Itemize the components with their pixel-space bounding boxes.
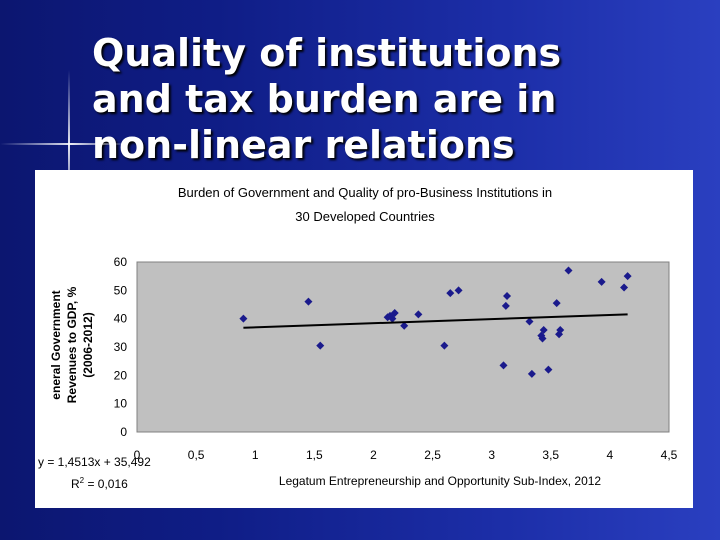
data-point [499, 361, 508, 370]
data-point [440, 341, 449, 350]
data-point [564, 266, 573, 275]
data-point [414, 310, 423, 319]
data-point [544, 365, 553, 374]
trendline [243, 313, 628, 329]
x-tick-label: 1 [252, 448, 259, 462]
x-tick-label: 4 [607, 448, 614, 462]
x-tick-label: 0,5 [188, 448, 205, 462]
r-squared-prefix: R [71, 477, 80, 491]
data-point [537, 331, 546, 340]
y-axis-label-line-2: Revenues to GDP, % [65, 286, 79, 403]
data-point [388, 314, 397, 323]
slide-title: Quality of institutions and tax burden a… [92, 30, 652, 168]
data-point [539, 326, 548, 334]
y-tick-label: 0 [120, 425, 127, 439]
star-sparkle-horizontal [0, 143, 130, 145]
slide-title-line-2: and tax burden are in [92, 77, 557, 121]
r-squared-value: = 0,016 [84, 477, 128, 491]
chart-title-line-1: Burden of Government and Quality of pro-… [178, 185, 552, 200]
data-point [597, 277, 606, 286]
slide-title-line-1: Quality of institutions [92, 31, 562, 75]
scatter-chart: Burden of Government and Quality of pro-… [38, 185, 678, 491]
data-point [390, 309, 399, 317]
trend-equation: y = 1,4513x + 35,492 [38, 455, 151, 469]
x-tick-label: 1,5 [306, 448, 323, 462]
y-tick-label: 10 [114, 397, 128, 411]
y-axis-label-line-1: eneral Government [49, 290, 63, 399]
data-point [525, 317, 534, 326]
x-tick-label: 4,5 [661, 448, 678, 462]
chart-panel: Burden of Government and Quality of pro-… [35, 170, 693, 508]
x-tick-label: 0 [134, 448, 141, 462]
chart-title-line-2: 30 Developed Countries [295, 209, 435, 224]
y-tick-labels: 0 10 20 30 40 50 60 [114, 255, 128, 439]
data-point [501, 301, 510, 310]
r-squared: R2 = 0,016 [71, 476, 128, 491]
x-tick-label: 2,5 [424, 448, 441, 462]
data-point [556, 326, 565, 334]
y-tick-label: 40 [114, 312, 128, 326]
data-point [538, 334, 547, 343]
x-tick-labels: 0 0,5 1 1,5 2 2,5 3 3,5 4 4,5 [134, 448, 678, 462]
y-tick-label: 50 [114, 283, 128, 297]
y-axis-label: eneral Government Revenues to GDP, % (20… [49, 286, 95, 403]
plot-area [136, 261, 670, 433]
r-squared-superscript: 2 [80, 476, 85, 485]
data-point [620, 283, 629, 292]
slide-title-line-3: non-linear relations [92, 123, 515, 167]
data-point [623, 272, 632, 281]
x-tick-label: 3,5 [542, 448, 559, 462]
y-tick-label: 30 [114, 340, 128, 354]
y-tick-label: 20 [114, 368, 128, 382]
y-axis-label-line-3: (2006-2012) [81, 312, 95, 377]
x-axis-label: Legatum Entrepreneurship and Opportunity… [279, 474, 602, 488]
data-point [552, 299, 561, 308]
data-point [527, 369, 536, 378]
star-sparkle-vertical [68, 70, 70, 220]
data-points [239, 266, 632, 378]
x-tick-label: 2 [370, 448, 377, 462]
data-point [503, 292, 512, 300]
data-point [239, 314, 248, 323]
x-tick-label: 3 [488, 448, 495, 462]
data-point [304, 297, 313, 306]
y-tick-label: 60 [114, 255, 128, 269]
data-point [454, 286, 463, 295]
data-point [400, 321, 409, 330]
data-point [446, 289, 455, 298]
data-point [316, 341, 325, 350]
